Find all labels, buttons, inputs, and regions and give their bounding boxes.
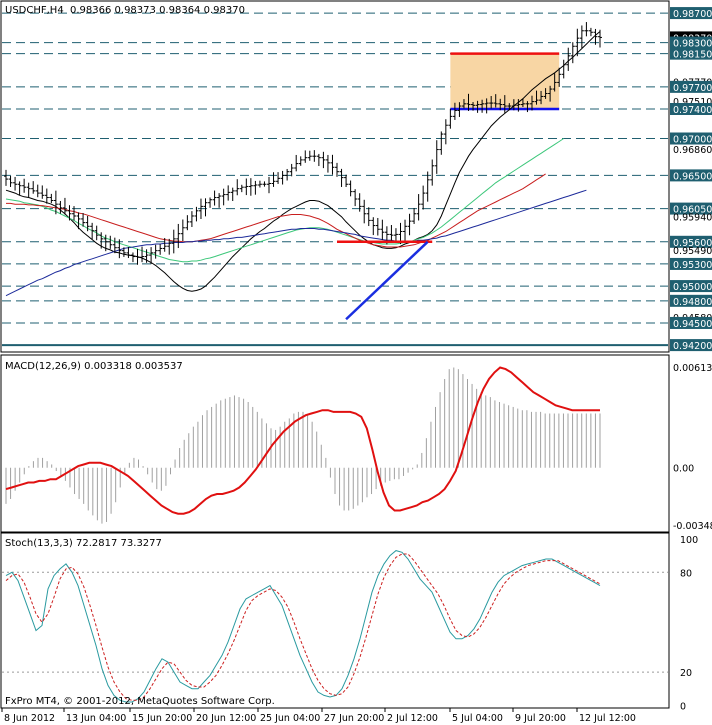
price-label-box-2 (670, 36, 712, 49)
macd-title: MACD(12,26,9) 0.003318 0.003537 (5, 361, 183, 372)
price-label-8: 0.97000 (673, 135, 712, 146)
symbol-timeframe: USDCHF,H4 (5, 5, 64, 16)
price-label-box-13 (670, 235, 712, 248)
stoch-line-main (5, 550, 601, 703)
price-pane[interactable]: USDCHF,H4 0.98366 0.98373 0.98364 0.9837… (0, 0, 712, 353)
copyright-text: FxPro MT4, © 2001-2012, MetaQuotes Softw… (5, 696, 275, 707)
time-label-8: 9 Jul 20:00 (515, 713, 566, 724)
stoch-title: Stoch(13,3,3) 72.2817 73.3277 (5, 538, 162, 549)
time-label-2: 15 Jun 20:00 (132, 713, 192, 724)
macd-histogram (5, 367, 601, 524)
price-label-box-11 (670, 202, 712, 215)
price-label-11: 0.96050 (673, 205, 712, 216)
time-label-3: 20 Jun 12:00 (196, 713, 256, 724)
stoch-levels (2, 571, 668, 673)
macd-tick-0: 0.00613 (673, 363, 712, 374)
stoch-line-signal (5, 553, 601, 701)
stoch-tick-0: 100 (680, 535, 698, 546)
price-label-13: 0.95600 (673, 238, 712, 249)
price-label-20: 0.94200 (673, 341, 712, 352)
stoch-tick-2: 20 (680, 668, 692, 679)
moving-averages (5, 31, 601, 297)
macd-pane-frame (0, 354, 670, 533)
time-label-4: 25 Jun 04:00 (260, 713, 320, 724)
price-axis: 0.987000.983700.983000.981500.977700.977… (670, 7, 712, 352)
price-label-9: 0.96860 (673, 145, 712, 156)
time-label-5: 27 Jun 20:00 (324, 713, 384, 724)
price-label-box-0 (670, 7, 712, 20)
ma-line-ma_black (5, 31, 601, 292)
price-label-5: 0.97700 (673, 83, 712, 94)
macd-signal-line (5, 366, 600, 515)
ma-line-ma_navy (5, 189, 587, 297)
price-label-2: 0.98300 (673, 39, 712, 50)
price-label-17: 0.94800 (673, 297, 712, 308)
price-label-14: 0.95490 (673, 246, 712, 257)
triangle-trend-line (345, 240, 429, 321)
price-label-15: 0.95300 (673, 260, 712, 271)
price-label-19: 0.94500 (673, 319, 712, 330)
time-label-9: 12 Jul 12:00 (579, 713, 636, 724)
price-label-box-3 (670, 47, 712, 60)
price-label-7: 0.97400 (673, 105, 712, 116)
price-label-box-10 (670, 169, 712, 182)
time-label-7: 5 Jul 04:00 (452, 713, 503, 724)
stoch-tick-1: 80 (680, 568, 692, 579)
price-label-box-7 (670, 102, 712, 115)
price-label-box-19 (670, 316, 712, 329)
macd-tick-2: -0.00348 (673, 521, 712, 532)
triangle-object[interactable] (337, 240, 433, 321)
price-label-box-15 (670, 257, 712, 270)
time-label-6: 2 Jul 12:00 (387, 713, 438, 724)
macd-signal-polyline (5, 366, 600, 515)
price-label-box-8 (670, 132, 712, 145)
price-label-10: 0.96500 (673, 171, 712, 182)
ma-line-ma_green (5, 138, 564, 263)
time-label-1: 13 Jun 04:00 (66, 713, 126, 724)
ohlc-values: 0.98366 0.98373 0.98364 0.98370 (70, 5, 245, 16)
price-label-box-16 (670, 280, 712, 293)
ma-line-ma_red (6, 173, 546, 248)
price-bars (4, 22, 602, 265)
time-label-0: 8 Jun 2012 (4, 713, 55, 724)
price-label-0: 0.98700 (673, 9, 712, 20)
macd-tick-1: 0.00 (673, 464, 694, 475)
macd-axis: 0.00613 0.00 -0.00348 (673, 363, 712, 532)
price-pane-frame (0, 0, 670, 353)
macd-pane[interactable]: MACD(12,26,9) 0.003318 0.003537 0.006130… (0, 354, 712, 533)
stoch-axis: 100 80 20 0 (680, 535, 698, 712)
price-label-box-20 (670, 339, 712, 352)
stoch-pane[interactable]: Stoch(13,3,3) 72.2817 73.3277 100 80 20 0 (0, 532, 698, 712)
stoch-pane-frame (0, 532, 670, 709)
price-label-box-17 (670, 294, 712, 307)
time-axis: 8 Jun 2012 13 Jun 04:00 15 Jun 20:00 20 Jun… (1, 708, 636, 724)
price-label-16: 0.95000 (673, 282, 712, 293)
stoch-tick-3: 0 (680, 701, 686, 712)
price-label-6: 0.97510 (673, 97, 712, 108)
price-label-box-5 (670, 80, 712, 93)
price-label-12: 0.95940 (673, 213, 712, 224)
price-label-3: 0.98150 (673, 50, 712, 61)
stoch-lines (5, 550, 601, 703)
